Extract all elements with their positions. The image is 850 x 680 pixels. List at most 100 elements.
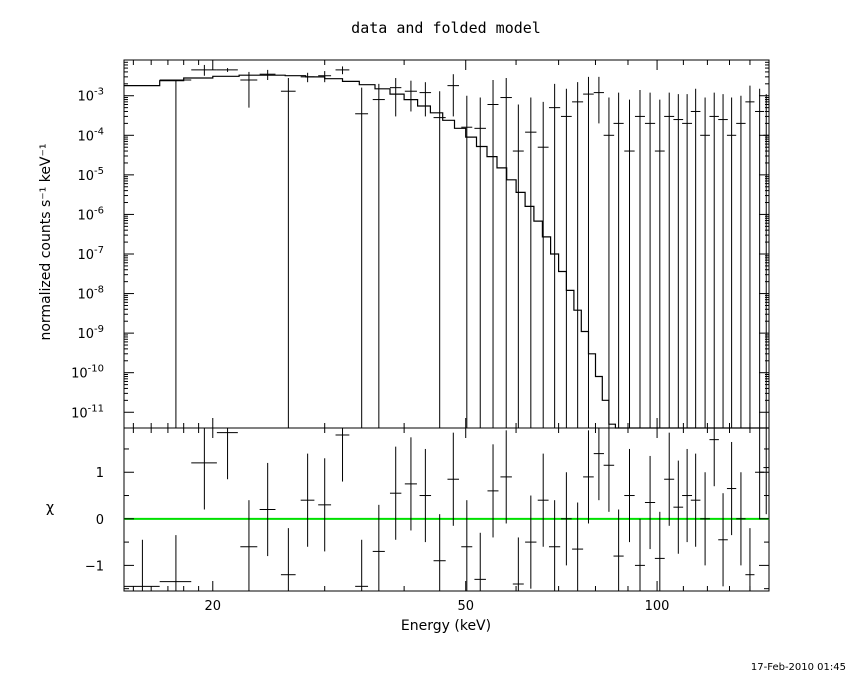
residual-data-point: [461, 500, 473, 591]
residual-data-point: [355, 539, 369, 591]
residual-data-point: [572, 502, 584, 591]
residual-data-point: [673, 460, 684, 554]
residual-data-point: [745, 528, 755, 591]
spectrum-data-point: [613, 92, 624, 428]
y-axis-label-spectrum: normalized counts s⁻¹ keV⁻¹: [38, 143, 54, 340]
residuals-panel: 20 50 100 −1 0 1: [85, 427, 770, 614]
timestamp: 17-Feb-2010 01:45: [751, 662, 846, 673]
residual-data-point: [560, 472, 572, 566]
spectrum-data-point: [690, 88, 701, 428]
spectrum-data-point: [280, 78, 296, 428]
residual-data-point: [300, 453, 315, 547]
y-tick-label: 10-5: [77, 166, 104, 184]
residual-data-point: [124, 539, 160, 591]
residual-data-point: [624, 448, 635, 543]
residuals-frame: [123, 427, 770, 592]
residual-data-point: [736, 472, 746, 566]
spectrum-data-point: [654, 99, 665, 428]
spectrum-data-point: [240, 71, 258, 108]
residual-data-point: [682, 448, 693, 543]
spectrum-data-point: [755, 88, 765, 428]
y-tick-label: −1: [85, 559, 104, 574]
spectrum-panel: 10-3 10-4 10-5 10-6 10-7 10-8 10-9 10-10 10-11: [71, 59, 770, 429]
residual-data-point: [664, 432, 675, 526]
residual-data-point: [690, 453, 701, 547]
residual-data-point: [726, 441, 737, 536]
residual-data-point: [583, 430, 594, 524]
residual-data-point: [191, 428, 217, 510]
x-tick-label: 50: [457, 599, 474, 614]
residual-data-point: [634, 518, 645, 591]
y-tick-label: 10-7: [77, 245, 104, 263]
y-tick-label: 10-8: [77, 285, 104, 303]
y-tick-label: 10-4: [77, 126, 104, 144]
y-tick-label: 10-11: [71, 403, 104, 421]
spectrum-data-point: [461, 95, 473, 428]
residual-data-point: [487, 444, 499, 538]
residual-data-point: [335, 428, 350, 482]
y-tick-label: 10-10: [71, 364, 104, 382]
residual-data-point: [500, 430, 512, 524]
spectrum-data-point: [624, 99, 635, 428]
x-tick-label: 100: [645, 599, 670, 614]
spectrum-data-point: [512, 104, 524, 428]
spectrum-data-point: [525, 97, 537, 428]
spectrum-data-point: [745, 85, 755, 428]
residual-data-point: [419, 448, 432, 543]
residual-data-point: [718, 493, 728, 587]
spectrum-data-point: [404, 80, 417, 112]
residual-data-point: [159, 535, 192, 591]
residual-data-point: [644, 455, 656, 550]
residual-data-point: [318, 458, 332, 552]
residual-data-point: [259, 462, 276, 557]
spectrum-data-point: [583, 76, 594, 428]
residual-data-point: [593, 428, 604, 501]
spectrum-ticks: 10-3 10-4 10-5 10-6 10-7 10-8 10-9 10-10 10-11: [71, 59, 770, 428]
spectrum-data-point: [372, 83, 385, 428]
residual-data-point: [603, 428, 615, 512]
spectrum-data-point: [718, 94, 728, 428]
spectrum-data-point: [593, 76, 604, 124]
residual-data-point: [404, 437, 417, 531]
spectrum-data-point: [159, 79, 192, 428]
spectrum-data-point: [500, 78, 512, 428]
spectrum-data-point: [389, 78, 402, 117]
y-tick-label: 1: [96, 466, 104, 481]
residuals-ticks: 20 50 100 −1 0 1: [85, 428, 770, 614]
x-tick-label: 20: [205, 599, 222, 614]
residual-data-point: [763, 428, 769, 515]
residual-data-point: [525, 495, 537, 589]
y-tick-label: 10-9: [77, 324, 104, 342]
spectrum-data-point: [216, 68, 238, 72]
residual-data-point: [474, 532, 486, 591]
y-tick-label: 10-3: [77, 87, 104, 105]
spectrum-data-point: [664, 92, 675, 428]
spectrum-data-point: [673, 94, 684, 428]
spectrum-data-point: [335, 66, 350, 75]
spectrum-data-point: [726, 97, 737, 428]
residual-data-point: [613, 509, 624, 591]
y-tick-label: 10-6: [77, 205, 104, 223]
residual-data-point: [280, 528, 296, 591]
residual-data-point: [433, 514, 446, 591]
spectrum-data-point: [603, 97, 615, 428]
spectrum-data-point: [736, 95, 746, 428]
x-axis-label: Energy (keV): [401, 618, 491, 634]
spectrum-data-point: [537, 101, 549, 428]
spectrum-data-point: [634, 89, 645, 428]
residual-data-point: [537, 453, 549, 547]
spectrum-data-point: [700, 97, 710, 428]
spectrum-frame: [123, 59, 770, 429]
residual-data-point: [709, 428, 719, 487]
residual-data-point: [240, 500, 258, 591]
spectrum-data-point: [419, 82, 432, 117]
spectrum-data-point: [474, 97, 486, 428]
spectrum-data-point: [447, 74, 460, 117]
spectrum-data-point: [763, 94, 769, 428]
spectrum-data-point: [355, 87, 369, 428]
spectrum-data-point: [644, 92, 656, 428]
spectrum-data-point: [548, 83, 561, 428]
residual-data-point: [700, 472, 710, 566]
spectrum-data-point: [191, 64, 217, 76]
